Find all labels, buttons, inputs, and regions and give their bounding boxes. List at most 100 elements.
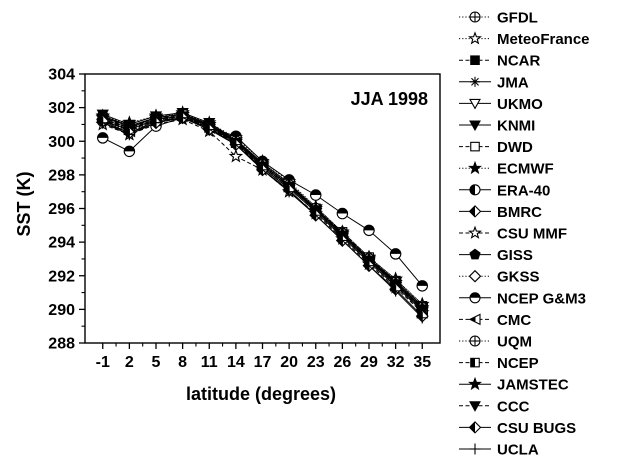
legend-label: GKSS xyxy=(497,269,540,286)
legend-label: UKMO xyxy=(497,96,543,113)
legend-marker xyxy=(469,292,481,304)
series-line xyxy=(102,115,423,309)
legend-entry: UCLA xyxy=(459,442,539,459)
legend-marker xyxy=(468,225,482,239)
legend-label: NCEP G&M3 xyxy=(497,290,586,307)
legend-marker xyxy=(469,401,481,412)
series-meteofrance xyxy=(95,106,430,311)
x-tick-label: 26 xyxy=(333,354,351,371)
legend-label: ERA-40 xyxy=(497,182,550,199)
data-point xyxy=(309,189,322,201)
legend-marker xyxy=(469,443,481,455)
series-line xyxy=(102,115,423,310)
series-era-40 xyxy=(97,110,428,316)
legend-label: GISS xyxy=(497,247,533,264)
legend-entry: KNMI xyxy=(459,118,535,135)
legend-entry: NCEP G&M3 xyxy=(459,290,586,307)
data-point xyxy=(97,132,109,144)
x-tick-label: 32 xyxy=(387,354,405,371)
legend-marker xyxy=(468,421,482,434)
x-tick-label: 20 xyxy=(280,354,298,371)
legend-marker xyxy=(468,205,482,218)
legend-entry: MeteoFrance xyxy=(459,31,590,48)
legend-label: NCAR xyxy=(497,53,540,70)
series-line xyxy=(102,113,423,307)
data-point xyxy=(336,234,349,247)
data-point xyxy=(230,138,242,151)
legend-marker xyxy=(468,31,482,45)
legend-marker xyxy=(469,120,481,132)
series-cmc xyxy=(96,109,429,316)
legend-entry: NCAR xyxy=(459,53,540,70)
legend-entry: NCEP xyxy=(459,355,539,372)
legend-label: UCLA xyxy=(497,442,539,459)
chart-annotation: JJA 1998 xyxy=(351,89,428,109)
series-line xyxy=(102,117,423,317)
y-tick-label: 296 xyxy=(48,201,75,218)
plot-area xyxy=(95,105,430,324)
legend-label: BMRC xyxy=(497,204,542,221)
series-line xyxy=(102,115,423,309)
legend-label: DWD xyxy=(497,139,533,156)
legend-label: CMC xyxy=(497,312,531,329)
legend-entry: CCC xyxy=(459,398,530,415)
legend: GFDL MeteoFrance NCAR JMA UKMO KNMI DWD ECMWF ER… xyxy=(459,10,590,459)
legend-label: JMA xyxy=(497,74,529,91)
series-line xyxy=(102,112,423,309)
legend-label: ECMWF xyxy=(497,161,554,178)
legend-marker xyxy=(468,269,482,283)
series-csu-bugs xyxy=(96,111,429,323)
legend-entry: UKMO xyxy=(459,96,543,113)
series-ucla xyxy=(97,111,428,324)
series-csu-mmf xyxy=(95,111,430,319)
data-point xyxy=(176,111,189,124)
y-tick-label: 298 xyxy=(48,167,75,184)
x-tick-label: 11 xyxy=(201,354,218,371)
legend-entry: CMC xyxy=(459,312,531,329)
legend-entry: DWD xyxy=(459,139,533,156)
legend-entry: BMRC xyxy=(459,204,542,221)
series-line xyxy=(102,113,423,309)
x-tick-label: 23 xyxy=(307,354,325,371)
series-line xyxy=(102,118,423,314)
data-point xyxy=(336,207,349,220)
data-point xyxy=(123,128,136,141)
y-tick-label: 288 xyxy=(48,336,75,353)
legend-entry: GISS xyxy=(459,247,533,264)
series-jamstec xyxy=(95,106,430,314)
y-tick-label: 290 xyxy=(48,302,75,319)
data-point xyxy=(416,312,428,324)
data-point xyxy=(389,248,402,260)
legend-label: KNMI xyxy=(497,118,535,135)
series-line xyxy=(102,117,423,312)
series-giss xyxy=(96,108,429,313)
series-ncep xyxy=(97,109,428,315)
y-tick-label: 292 xyxy=(48,268,75,285)
legend-label: CCC xyxy=(497,398,530,415)
legend-marker xyxy=(469,98,481,110)
series-ukmo xyxy=(96,113,429,318)
series-line xyxy=(102,113,423,309)
legend-entry: CSU MMF xyxy=(459,226,567,243)
legend-label: CSU BUGS xyxy=(497,420,576,437)
legend-entry: JMA xyxy=(459,74,529,91)
data-point xyxy=(389,285,402,297)
legend-entry: GKSS xyxy=(459,269,540,286)
data-point xyxy=(283,185,295,198)
y-axis-title: SST (K) xyxy=(14,171,34,236)
series-line xyxy=(102,112,423,305)
x-tick-label: 35 xyxy=(413,354,431,371)
data-point xyxy=(150,117,162,129)
series-gkss xyxy=(96,107,429,313)
x-tick-label: 29 xyxy=(360,354,378,371)
series-dwd xyxy=(97,109,428,311)
series-knmi xyxy=(96,107,429,315)
legend-entry: UQM xyxy=(459,334,532,351)
legend-marker xyxy=(470,141,480,152)
data-point xyxy=(363,224,375,237)
series-ncar xyxy=(97,111,428,315)
x-tick-label: 17 xyxy=(254,354,272,371)
legend-marker xyxy=(468,313,481,326)
series-ccc xyxy=(96,111,429,318)
series-line xyxy=(102,115,423,312)
